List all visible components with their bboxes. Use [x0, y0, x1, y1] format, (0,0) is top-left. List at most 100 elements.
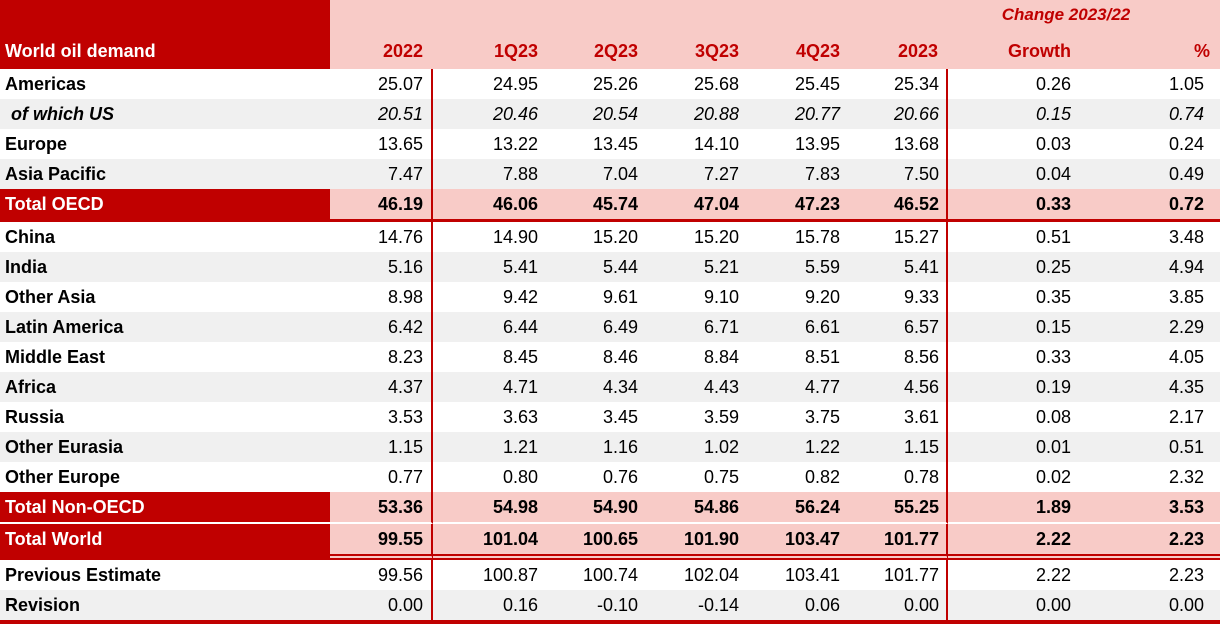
- cell-value: 8.46: [546, 342, 646, 372]
- cell-value: 9.33: [848, 282, 948, 312]
- cell-value: 1.15: [848, 432, 948, 462]
- cell-value: 0.01: [948, 432, 1085, 462]
- cell-value: 14.10: [646, 129, 747, 159]
- row-label: Latin America: [0, 312, 330, 342]
- cell-value: 100.74: [546, 560, 646, 590]
- cell-value: 0.04: [948, 159, 1085, 189]
- cell-value: 0.02: [948, 462, 1085, 492]
- cell-value: 0.33: [948, 189, 1085, 222]
- cell-value: 7.83: [747, 159, 848, 189]
- table-row: Africa 4.37 4.71 4.34 4.43 4.77 4.56 0.19 4.35: [0, 372, 1220, 402]
- cell-value: 15.20: [646, 222, 747, 252]
- cell-value: 5.16: [330, 252, 433, 282]
- cell-value: 14.76: [330, 222, 433, 252]
- cell-value: 14.90: [433, 222, 546, 252]
- row-label: Middle East: [0, 342, 330, 372]
- row-label: Revision: [0, 590, 330, 620]
- cell-value: 101.77: [848, 560, 948, 590]
- header-row-columns: 2022 1Q23 2Q23 3Q23 4Q23 2023 Growth %: [0, 29, 1220, 69]
- cell-value: 1.21: [433, 432, 546, 462]
- cell-value: 25.45: [747, 69, 848, 99]
- cell-value: 99.56: [330, 560, 433, 590]
- cell-value: 47.23: [747, 189, 848, 222]
- cell-value: 20.51: [330, 99, 433, 129]
- table-row: Asia Pacific 7.47 7.88 7.04 7.27 7.83 7.50 0.04…: [0, 159, 1220, 189]
- table-row: Other Asia 8.98 9.42 9.61 9.10 9.20 9.33 0.35 3.…: [0, 282, 1220, 312]
- cell-value: 24.95: [433, 69, 546, 99]
- cell-value: 3.53: [330, 402, 433, 432]
- cell-value: 2.29: [1085, 312, 1220, 342]
- cell-value: 46.52: [848, 189, 948, 222]
- header-band-spacer: [330, 0, 948, 29]
- table-row: Latin America 6.42 6.44 6.49 6.71 6.61 6.57 0.1…: [0, 312, 1220, 342]
- cell-value: 1.89: [948, 492, 1085, 524]
- cell-value: 20.54: [546, 99, 646, 129]
- cell-value: 1.05: [1085, 69, 1220, 99]
- change-header: Change 2023/22: [948, 0, 1220, 29]
- cell-value: 20.46: [433, 99, 546, 129]
- table-row: Other Eurasia 1.15 1.21 1.16 1.02 1.22 1.15 0.0…: [0, 432, 1220, 462]
- cell-value: 100.65: [546, 524, 646, 560]
- cell-value: 1.22: [747, 432, 848, 462]
- row-label: Americas: [0, 69, 330, 99]
- table-row: Total OECD 46.19 46.06 45.74 47.04 47.23 46.52…: [0, 189, 1220, 222]
- cell-value: 46.06: [433, 189, 546, 222]
- cell-value: 6.42: [330, 312, 433, 342]
- cell-value: 101.04: [433, 524, 546, 560]
- cell-value: 9.42: [433, 282, 546, 312]
- cell-value: 4.34: [546, 372, 646, 402]
- cell-value: 6.71: [646, 312, 747, 342]
- cell-value: -0.14: [646, 590, 747, 620]
- row-label: India: [0, 252, 330, 282]
- cell-value: 25.68: [646, 69, 747, 99]
- cell-value: 47.04: [646, 189, 747, 222]
- cell-value: 4.77: [747, 372, 848, 402]
- row-label: of which US: [0, 99, 330, 129]
- cell-value: 20.88: [646, 99, 747, 129]
- cell-value: 100.87: [433, 560, 546, 590]
- cell-value: 8.84: [646, 342, 747, 372]
- cell-value: 3.85: [1085, 282, 1220, 312]
- cell-value: 7.88: [433, 159, 546, 189]
- cell-value: 4.05: [1085, 342, 1220, 372]
- cell-value: 0.75: [646, 462, 747, 492]
- cell-value: 0.35: [948, 282, 1085, 312]
- cell-value: 0.19: [948, 372, 1085, 402]
- cell-value: 9.20: [747, 282, 848, 312]
- cell-value: 3.45: [546, 402, 646, 432]
- table-row: of which US 20.51 20.46 20.54 20.88 20.77 20.6…: [0, 99, 1220, 129]
- cell-value: 15.78: [747, 222, 848, 252]
- cell-value: 2.23: [1085, 560, 1220, 590]
- row-label: Asia Pacific: [0, 159, 330, 189]
- cell-value: 6.61: [747, 312, 848, 342]
- table-row: Middle East 8.23 8.45 8.46 8.84 8.51 8.56 0.33 4…: [0, 342, 1220, 372]
- cell-value: 54.86: [646, 492, 747, 524]
- cell-value: 5.41: [848, 252, 948, 282]
- cell-value: 5.59: [747, 252, 848, 282]
- table-body: Americas 25.07 24.95 25.26 25.68 25.45 25.34 0.…: [0, 69, 1220, 620]
- cell-value: 13.65: [330, 129, 433, 159]
- cell-value: 103.47: [747, 524, 848, 560]
- cell-value: 3.61: [848, 402, 948, 432]
- cell-value: 6.49: [546, 312, 646, 342]
- cell-value: 13.22: [433, 129, 546, 159]
- cell-value: 0.00: [848, 590, 948, 620]
- row-label: Total OECD: [0, 189, 330, 222]
- table-row: Total Non-OECD 53.36 54.98 54.90 54.86 56.24 5…: [0, 492, 1220, 524]
- cell-value: 0.00: [948, 590, 1085, 620]
- table-row: Americas 25.07 24.95 25.26 25.68 25.45 25.34 0.…: [0, 69, 1220, 99]
- row-label: Total World: [0, 524, 330, 560]
- cell-value: 15.27: [848, 222, 948, 252]
- cell-value: 0.06: [747, 590, 848, 620]
- row-label: Europe: [0, 129, 330, 159]
- cell-value: 5.44: [546, 252, 646, 282]
- cell-value: 7.50: [848, 159, 948, 189]
- cell-value: 1.02: [646, 432, 747, 462]
- cell-value: 4.43: [646, 372, 747, 402]
- cell-value: 3.63: [433, 402, 546, 432]
- cell-value: 0.80: [433, 462, 546, 492]
- cell-value: 25.34: [848, 69, 948, 99]
- table-row: Europe 13.65 13.22 13.45 14.10 13.95 13.68 0.03…: [0, 129, 1220, 159]
- cell-value: 55.25: [848, 492, 948, 524]
- cell-value: 53.36: [330, 492, 433, 524]
